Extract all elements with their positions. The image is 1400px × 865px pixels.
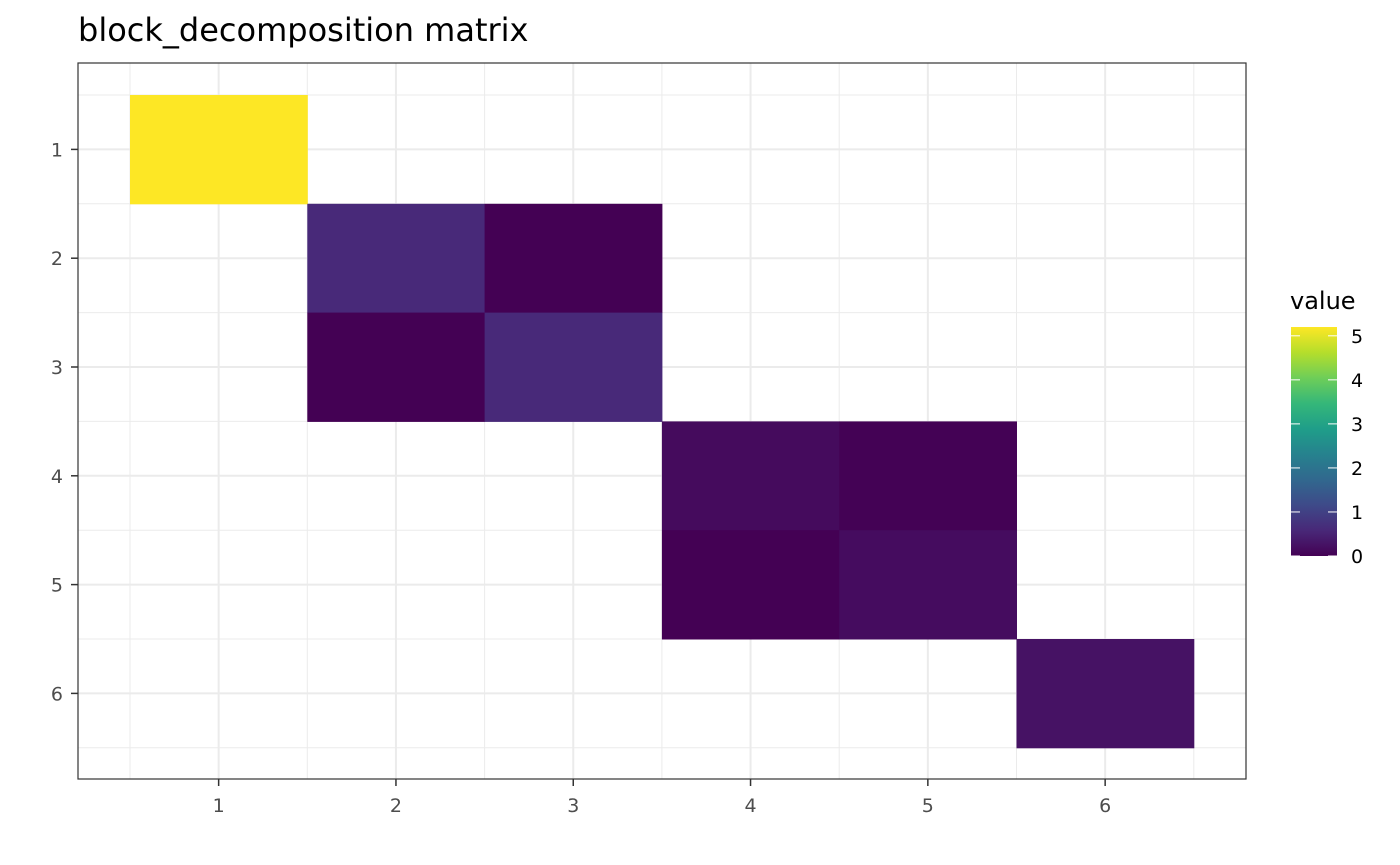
panel-border	[77, 62, 1247, 780]
chart-title: block_decomposition matrix	[78, 11, 528, 49]
heatmap-cell-r6-c6	[1016, 639, 1195, 749]
colorbar-tick-label: 3	[1351, 414, 1363, 436]
x-tick-label: 3	[567, 795, 579, 817]
y-axis: 1 2 3 4 5 6	[51, 139, 78, 705]
x-tick-label: 1	[213, 795, 225, 817]
plot-panel	[77, 62, 1247, 780]
x-tick-label: 6	[1099, 795, 1111, 817]
colorbar-tick-label: 2	[1351, 458, 1363, 480]
heatmap-cell-r4-c4	[661, 421, 840, 531]
colorbar-legend: value 0 1 2 3 4 5	[1290, 287, 1363, 568]
heatmap-cells	[130, 95, 1195, 749]
colorbar	[1291, 327, 1337, 556]
heatmap-cell-r4-c5	[839, 421, 1017, 531]
x-tick-label: 5	[922, 795, 934, 817]
x-axis: 1 2 3 4 5 6	[213, 779, 1111, 817]
heatmap-cell-r2-c2	[307, 203, 486, 314]
colorbar-tick-label: 4	[1351, 370, 1363, 392]
colorbar-ticks: 0 1 2 3 4 5	[1291, 326, 1363, 568]
heatmap-cell-r2-c3	[484, 203, 663, 314]
y-tick-label: 4	[51, 466, 63, 488]
y-tick-label: 5	[51, 575, 63, 597]
heatmap-cell-r3-c3	[484, 312, 663, 422]
heatmap-cell-r3-c2	[307, 312, 486, 422]
y-tick-label: 1	[51, 139, 63, 161]
y-tick-label: 3	[51, 357, 63, 379]
colorbar-tick-label: 5	[1351, 326, 1363, 348]
x-tick-label: 4	[745, 795, 757, 817]
y-tick-label: 2	[51, 248, 63, 270]
heatmap-cell-r1-c1	[130, 95, 308, 205]
heatmap-cell-r5-c4	[661, 530, 840, 640]
y-tick-label: 6	[51, 683, 63, 705]
colorbar-tick-label: 0	[1351, 546, 1363, 568]
colorbar-tick-label: 1	[1351, 502, 1363, 524]
x-tick-label: 2	[390, 795, 402, 817]
heatmap-cell-r5-c5	[839, 530, 1017, 640]
legend-title: value	[1290, 287, 1356, 315]
